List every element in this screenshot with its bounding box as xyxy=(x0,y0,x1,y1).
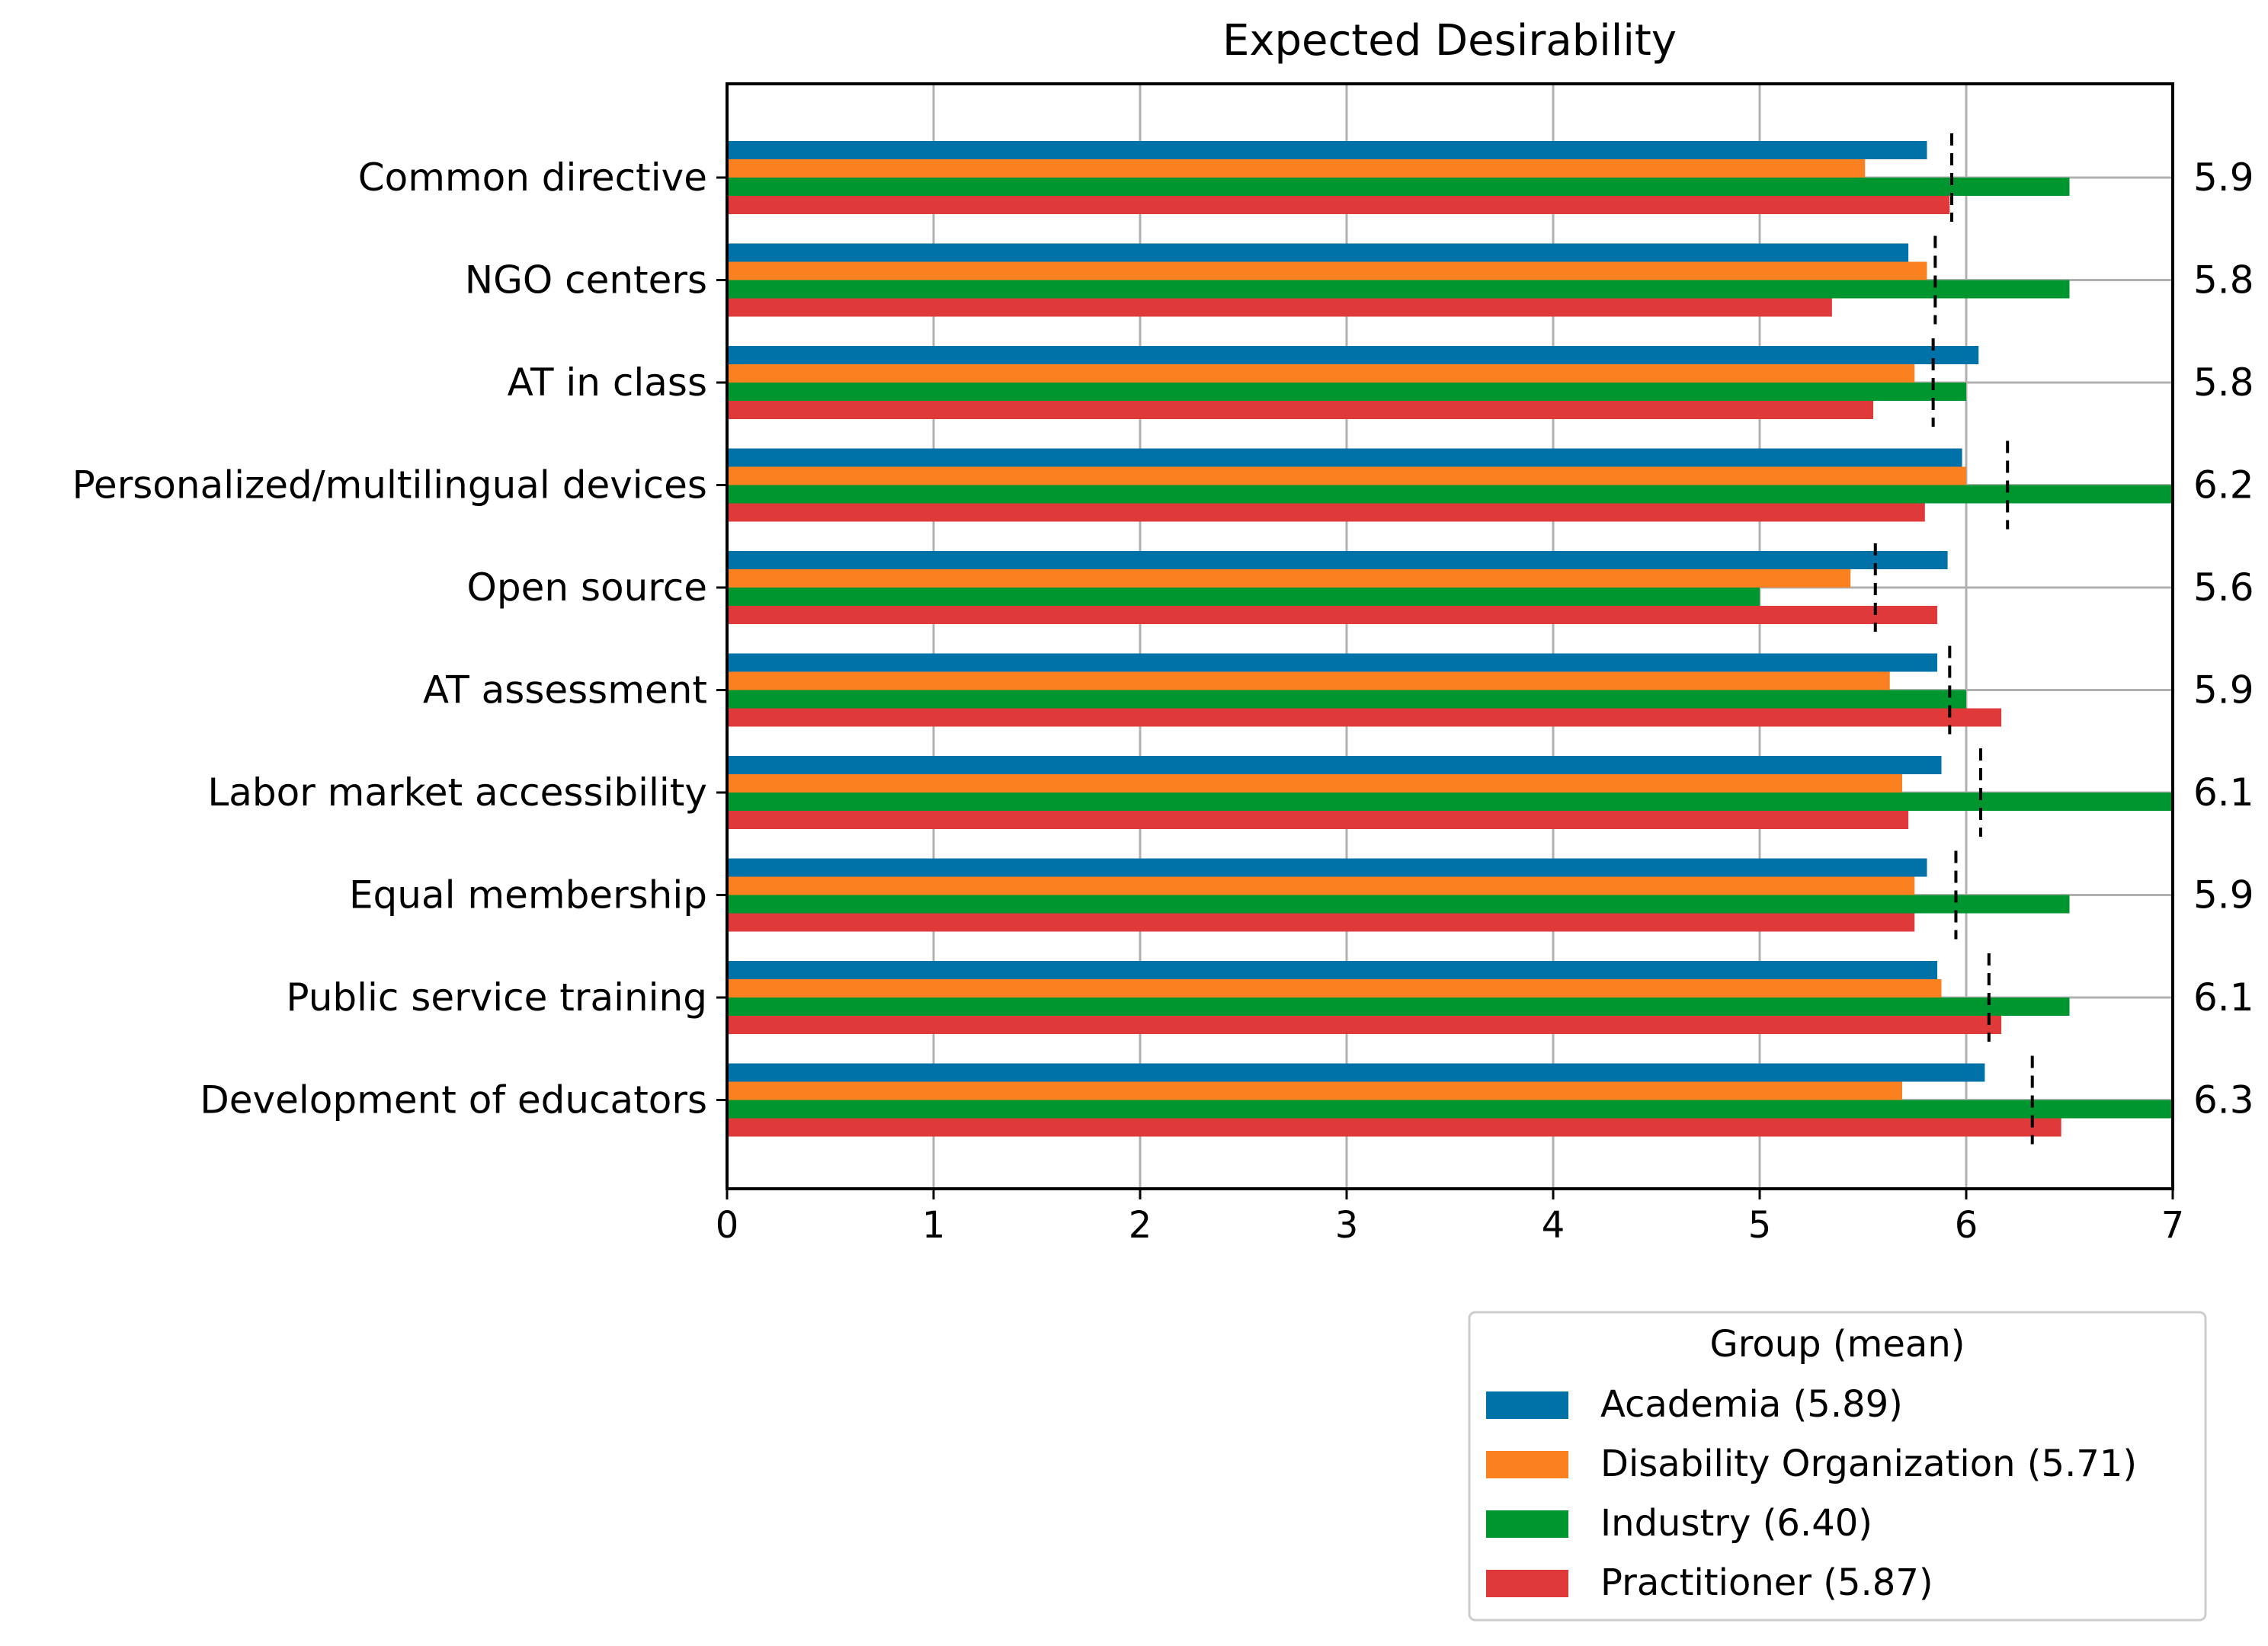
bar-disability xyxy=(727,261,1927,280)
bar-disability xyxy=(727,979,1942,998)
bar-practitioner xyxy=(727,1118,2061,1137)
bar-academia xyxy=(727,756,1942,774)
bar-disability xyxy=(727,159,1866,178)
bar-academia xyxy=(727,961,1938,979)
legend: Group (mean) Academia (5.89) Disability O… xyxy=(1468,1311,2207,1622)
bar-industry xyxy=(727,895,2070,914)
category-label: Labor market accessibility xyxy=(207,770,707,815)
legend-title: Group (mean) xyxy=(1710,1323,1965,1366)
bar-disability xyxy=(727,671,1890,690)
bar-disability xyxy=(727,774,1902,793)
bar-practitioner xyxy=(727,811,1909,829)
legend-swatch xyxy=(1486,1451,1568,1478)
mean-value-label: 5.9 xyxy=(2193,873,2254,917)
bar-industry xyxy=(727,588,1760,606)
bar-practitioner xyxy=(727,196,1950,214)
legend-box xyxy=(1468,1311,2207,1622)
mean-value-label: 6.1 xyxy=(2193,975,2254,1020)
x-tick-label: 5 xyxy=(1748,1204,1772,1247)
bar-industry xyxy=(727,383,1966,401)
category-label: Open source xyxy=(467,565,707,610)
legend-label: Practitioner (5.87) xyxy=(1600,1561,1933,1604)
mean-value-label: 6.3 xyxy=(2193,1078,2254,1122)
x-tick-label: 7 xyxy=(2161,1204,2185,1247)
bar-academia xyxy=(727,243,1909,262)
bar-industry xyxy=(727,485,2173,504)
bar-academia xyxy=(727,551,1948,569)
bar-disability xyxy=(727,569,1851,588)
bar-academia xyxy=(727,653,1938,672)
bar-academia xyxy=(727,858,1927,877)
x-tick-label: 1 xyxy=(922,1204,946,1247)
bar-disability xyxy=(727,364,1915,383)
bar-practitioner xyxy=(727,913,1915,932)
category-label: Equal membership xyxy=(349,873,707,917)
bar-industry xyxy=(727,998,2070,1016)
x-tick-label: 2 xyxy=(1129,1204,1152,1247)
bar-practitioner xyxy=(727,401,1874,419)
category-label: Common directive xyxy=(358,155,707,200)
mean-value-label: 5.6 xyxy=(2193,565,2254,610)
x-tick-label: 0 xyxy=(716,1204,739,1247)
legend-swatch xyxy=(1486,1570,1568,1597)
mean-value-label: 5.8 xyxy=(2193,360,2254,405)
bar-academia xyxy=(727,1063,1985,1082)
bar-industry xyxy=(727,280,2070,299)
mean-value-label: 5.9 xyxy=(2193,668,2254,713)
legend-label: Disability Organization (5.71) xyxy=(1600,1443,2137,1485)
bar-academia xyxy=(727,141,1927,159)
category-label: Personalized/multilingual devices xyxy=(72,463,707,508)
bar-industry xyxy=(727,178,2070,196)
category-label: Public service training xyxy=(286,975,707,1020)
x-tick-label: 4 xyxy=(1542,1204,1565,1247)
bar-practitioner xyxy=(727,298,1832,317)
bar-industry xyxy=(727,1100,2173,1119)
bar-disability xyxy=(727,876,1915,895)
mean-value-label: 6.1 xyxy=(2193,770,2254,815)
plot-frame xyxy=(726,82,2174,1190)
x-tick-label: 3 xyxy=(1335,1204,1359,1247)
legend-label: Academia (5.89) xyxy=(1600,1383,1903,1426)
category-label: NGO centers xyxy=(465,258,707,303)
category-label: AT assessment xyxy=(423,668,707,713)
chart-title: Expected Desirability xyxy=(1222,16,1677,66)
bar-practitioner xyxy=(727,708,2002,727)
category-label: AT in class xyxy=(508,360,707,405)
bar-academia xyxy=(727,346,1979,364)
bar-industry xyxy=(727,690,1966,709)
category-label: Development of educators xyxy=(200,1078,707,1122)
legend-swatch xyxy=(1486,1391,1568,1419)
bar-practitioner xyxy=(727,1016,2002,1034)
bar-disability xyxy=(727,1081,1902,1100)
bar-industry xyxy=(727,793,2173,811)
legend-label: Industry (6.40) xyxy=(1600,1502,1872,1545)
legend-swatch xyxy=(1486,1510,1568,1538)
bar-practitioner xyxy=(727,503,1925,522)
mean-value-label: 5.8 xyxy=(2193,258,2254,303)
bar-disability xyxy=(727,466,1966,485)
mean-value-label: 5.9 xyxy=(2193,155,2254,200)
mean-value-label: 6.2 xyxy=(2193,463,2254,508)
bar-academia xyxy=(727,448,1962,467)
bar-practitioner xyxy=(727,606,1938,624)
x-tick-label: 6 xyxy=(1955,1204,1978,1247)
